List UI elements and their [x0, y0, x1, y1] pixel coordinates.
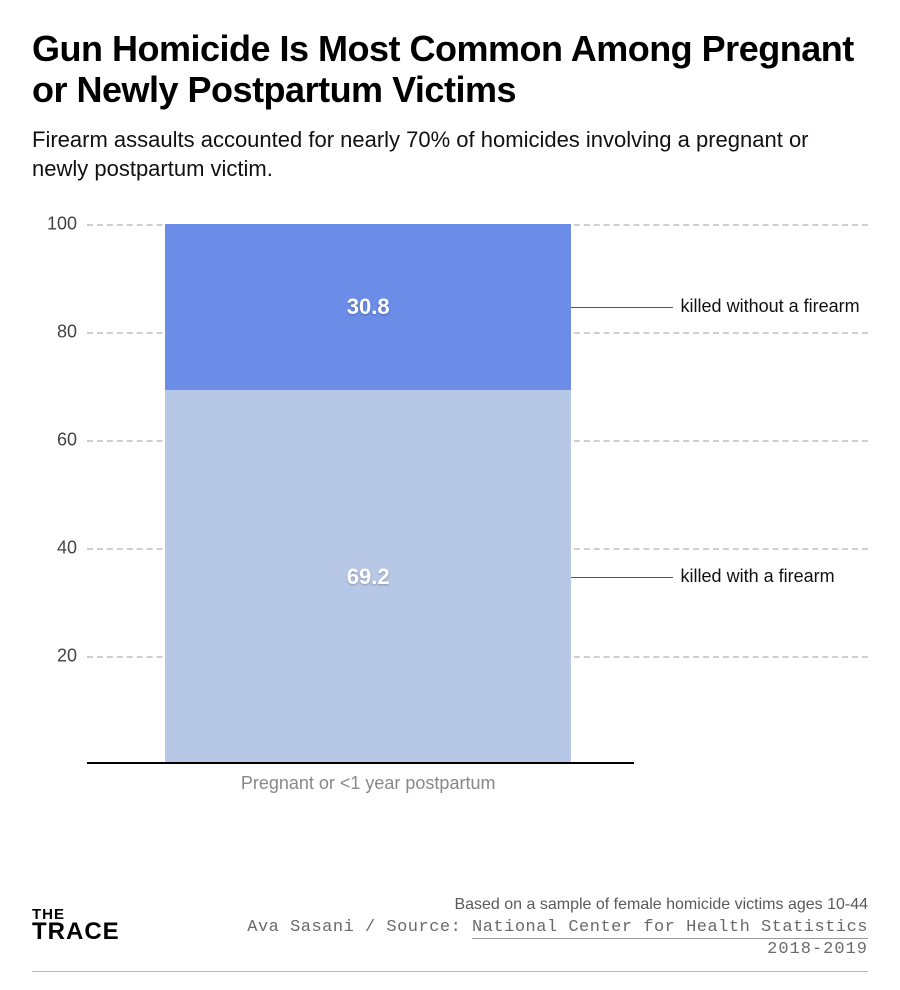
annotation-text-without_firearm: killed without a firearm	[681, 296, 860, 317]
bar-segment-value-without_firearm: 30.8	[347, 294, 390, 320]
footer-years: 2018-2019	[32, 940, 868, 959]
chart-title: Gun Homicide Is Most Common Among Pregna…	[32, 28, 868, 111]
chart-subtitle: Firearm assaults accounted for nearly 70…	[32, 125, 868, 184]
bar-segment-value-with_firearm: 69.2	[347, 564, 390, 590]
annotation-line-with_firearm	[571, 577, 673, 578]
footer-source-name: National Center for Health Statistics	[472, 918, 868, 939]
plot-area: 2040608010069.230.8killed with a firearm…	[87, 224, 868, 764]
x-axis-baseline	[87, 762, 634, 764]
bar-segment-without_firearm: 30.8	[165, 224, 571, 390]
y-axis-tick-label: 20	[32, 646, 77, 667]
footer-source: Ava Sasani / Source: National Center for…	[32, 918, 868, 937]
x-axis-category-label: Pregnant or <1 year postpartum	[165, 773, 571, 794]
y-axis-tick-label: 40	[32, 538, 77, 559]
footer: THE TRACE Based on a sample of female ho…	[32, 896, 868, 972]
stacked-bar: 69.2 30.8	[165, 224, 571, 764]
footer-rule	[32, 971, 868, 972]
footer-source-label: Source:	[386, 918, 461, 937]
footer-author: Ava Sasani	[247, 918, 354, 937]
y-axis-tick-label: 60	[32, 430, 77, 451]
bar-segment-with_firearm: 69.2	[165, 390, 571, 764]
y-axis-tick-label: 80	[32, 322, 77, 343]
publisher-logo: THE TRACE	[32, 909, 120, 942]
annotation-text-with_firearm: killed with a firearm	[681, 566, 835, 587]
footer-separator: /	[365, 918, 386, 937]
annotation-line-without_firearm	[571, 307, 673, 308]
logo-line2: TRACE	[32, 922, 120, 942]
footer-note: Based on a sample of female homicide vic…	[32, 896, 868, 914]
chart-area: 2040608010069.230.8killed with a firearm…	[32, 224, 868, 824]
y-axis-tick-label: 100	[32, 214, 77, 235]
